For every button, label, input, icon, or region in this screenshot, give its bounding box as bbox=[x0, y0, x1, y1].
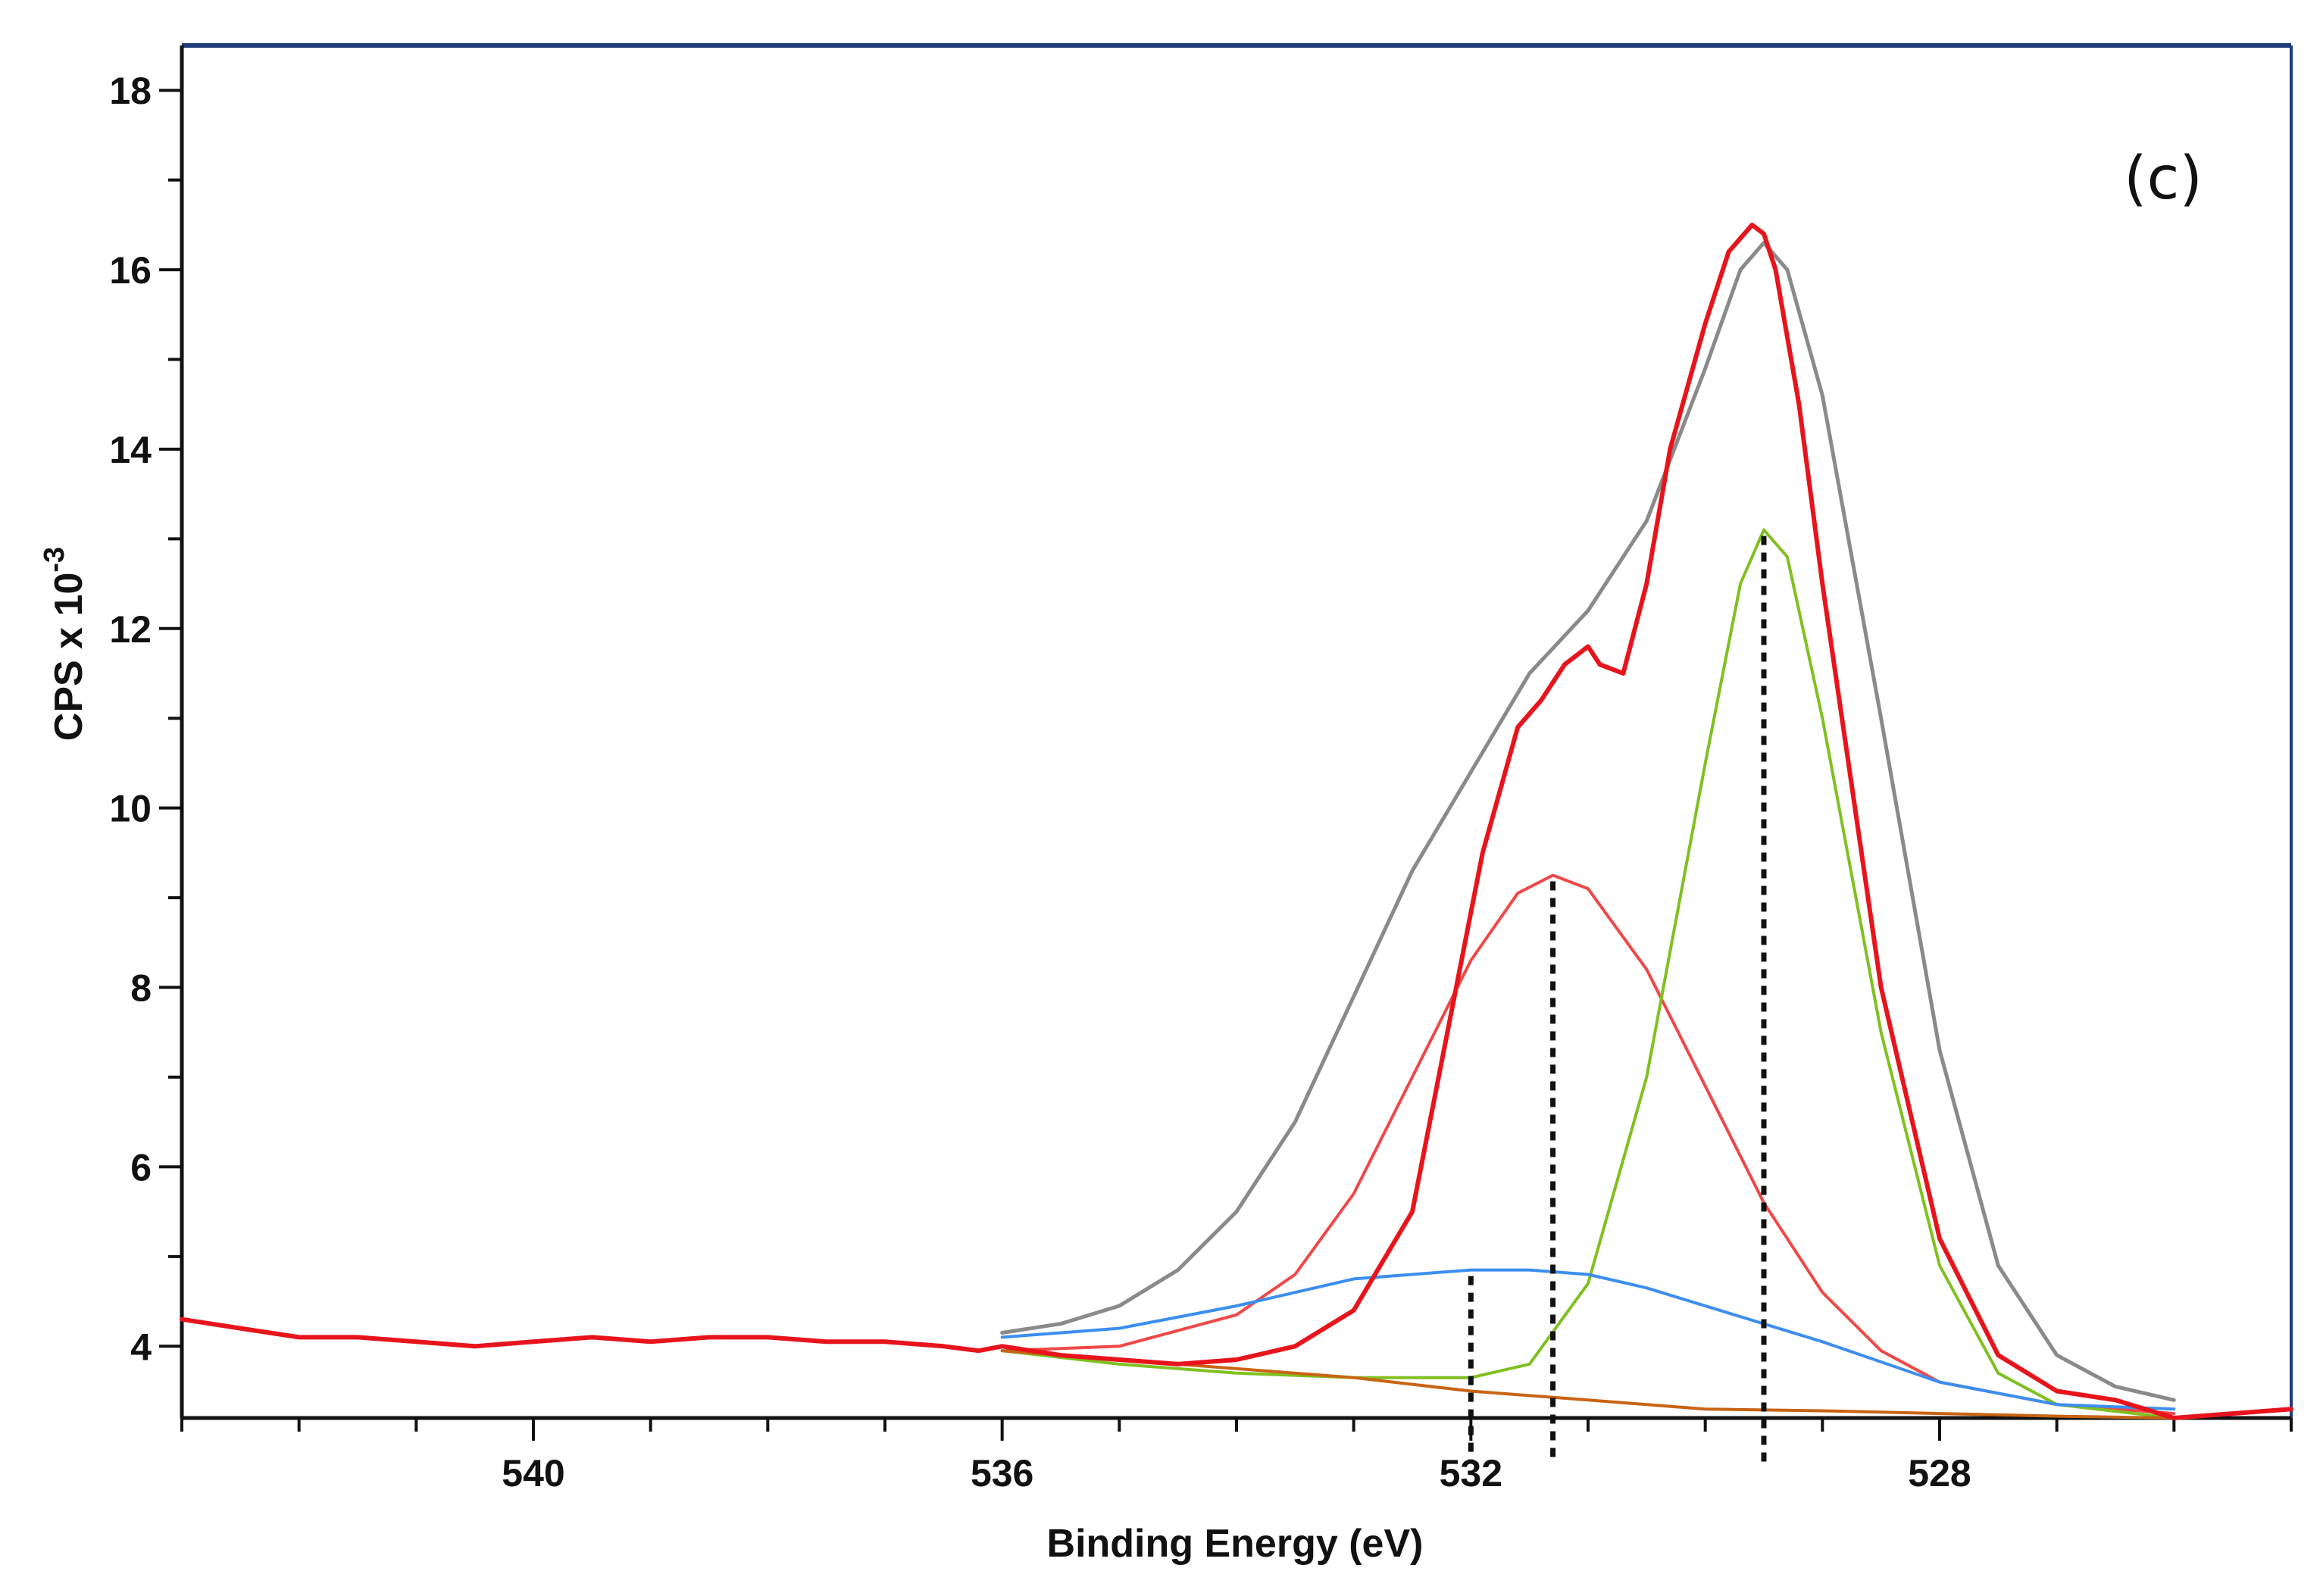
y-tick-label: 14 bbox=[109, 429, 152, 471]
series-component-531-3-ev-line bbox=[1000, 873, 2176, 1416]
y-axis-title-exponent: -3 bbox=[39, 547, 70, 573]
series-component-532-0-ev-line bbox=[1000, 1268, 2176, 1411]
x-tick-label: 536 bbox=[971, 1452, 1033, 1494]
peak-marker-layer bbox=[1468, 536, 1767, 1463]
y-tick-label: 10 bbox=[109, 788, 152, 830]
y-tick-label: 18 bbox=[109, 70, 152, 112]
y-tick-label: 16 bbox=[109, 249, 152, 292]
x-tick-label: 528 bbox=[1908, 1452, 1971, 1494]
series-background-line bbox=[1000, 1349, 2176, 1420]
y-axis-title-base: CPS x 10 bbox=[47, 573, 91, 742]
y-tick-label: 12 bbox=[109, 608, 152, 651]
x-tick-label: 540 bbox=[502, 1452, 564, 1494]
panel-label: (c) bbox=[2124, 145, 2203, 213]
x-axis-ticks: 540 536 532 528 bbox=[180, 1418, 2293, 1494]
series-experimental-line bbox=[180, 222, 2293, 1420]
y-axis-title: CPS x 10-3 bbox=[39, 547, 91, 741]
y-axis-title-group: CPS x 10-3 bbox=[39, 547, 91, 741]
y-tick-label: 6 bbox=[130, 1146, 152, 1188]
series-envelope-line bbox=[1000, 241, 2176, 1402]
plot-frame bbox=[182, 45, 2291, 1418]
y-tick-label: 8 bbox=[130, 967, 152, 1010]
y-axis-ticks: 4 6 8 10 12 14 16 18 bbox=[109, 70, 182, 1368]
y-tick-label: 4 bbox=[130, 1326, 152, 1368]
series-layer bbox=[180, 222, 2293, 1420]
x-axis-title: Binding Energy (eV) bbox=[1047, 1522, 1424, 1566]
x-tick-label: 532 bbox=[1440, 1452, 1502, 1494]
plot-area bbox=[180, 43, 2293, 1420]
